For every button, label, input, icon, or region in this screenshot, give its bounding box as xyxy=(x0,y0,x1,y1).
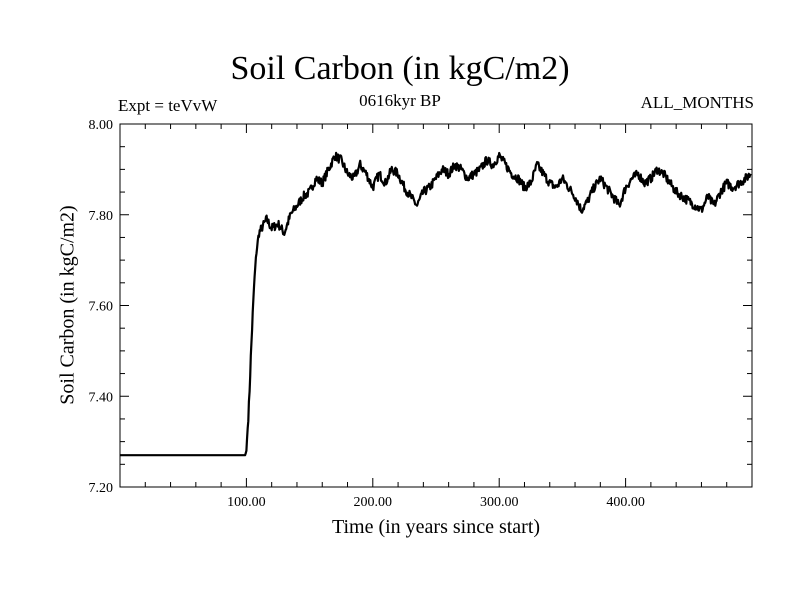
experiment-label: Expt = teVvW xyxy=(118,96,218,115)
y-axis-label: Soil Carbon (in kgC/m2) xyxy=(56,205,79,405)
y-tick-label: 8.00 xyxy=(89,118,114,133)
chart-title: Soil Carbon (in kgC/m2) xyxy=(230,50,570,87)
y-tick-label: 7.40 xyxy=(89,390,114,405)
series-line xyxy=(120,151,752,457)
x-axis-label: Time (in years since start) xyxy=(331,516,541,538)
x-tick-label: 400.00 xyxy=(606,495,645,510)
y-tick-label: 7.80 xyxy=(89,209,114,224)
months-label: ALL_MONTHS xyxy=(640,93,754,112)
chart-subtitle: 0616kyr BP xyxy=(359,91,441,110)
x-tick-label: 200.00 xyxy=(354,495,393,510)
x-tick-label: 100.00 xyxy=(227,495,266,510)
x-tick-label: 300.00 xyxy=(480,495,519,510)
y-tick-label: 7.20 xyxy=(89,481,114,496)
y-tick-label: 7.60 xyxy=(89,300,114,315)
